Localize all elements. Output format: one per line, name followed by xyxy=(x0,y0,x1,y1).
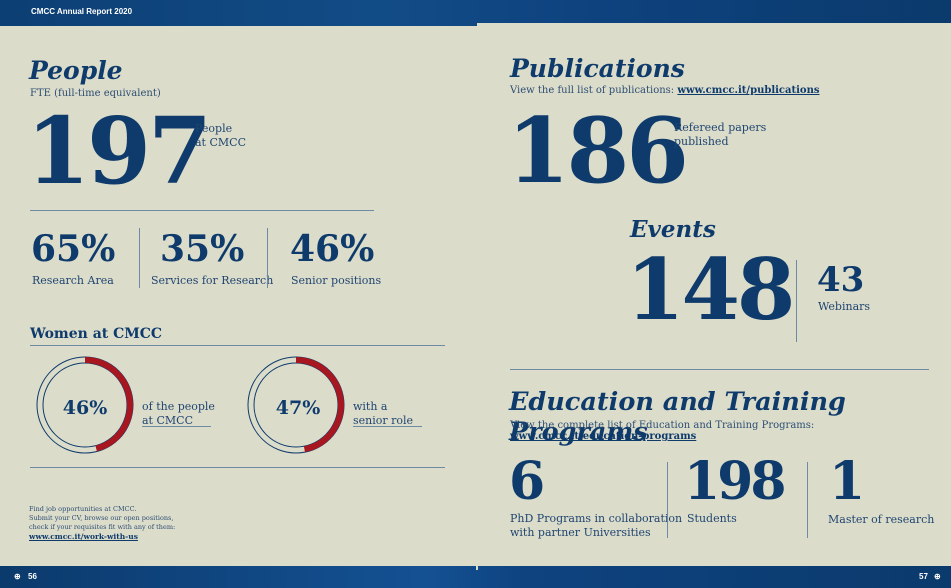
jobs-line2: Submit your CV, browse our open position… xyxy=(29,514,174,522)
students-label: Students xyxy=(687,512,737,525)
events-title: Events xyxy=(630,216,716,243)
footer-divider xyxy=(476,566,478,570)
people-count-label-line2: at CMCC xyxy=(195,136,246,149)
jobs-note: Find job opportunities at CMCC. Submit y… xyxy=(29,505,175,542)
webinars-count: 43 xyxy=(817,260,865,300)
stat-research-value: 65% xyxy=(31,228,116,270)
people-count-label: People at CMCC xyxy=(195,122,246,150)
master-count: 1 xyxy=(829,451,865,512)
donut-people-label: of the people at CMCC xyxy=(142,400,215,428)
stat-separator xyxy=(267,228,268,288)
page-number-right: 57 xyxy=(919,572,928,581)
donut-people-label-line1: of the people xyxy=(142,400,215,413)
donut-senior-label-line2: senior role xyxy=(353,414,414,427)
women-bottom-divider xyxy=(30,467,445,468)
donut-arc xyxy=(295,357,344,453)
students-count: 198 xyxy=(684,451,787,512)
footer-bullet-icon: ⊕ xyxy=(934,572,941,581)
donut-inner-ring xyxy=(42,362,128,448)
donut-people-value: 46% xyxy=(62,397,108,419)
footer-bullet-icon: ⊕ xyxy=(14,572,21,581)
stat-senior-label: Senior positions xyxy=(291,274,382,287)
women-title: Women at CMCC xyxy=(30,326,163,342)
publications-subtitle: View the full list of publications: xyxy=(510,85,675,96)
webinars-label: Webinars xyxy=(818,300,871,313)
publications-count: 186 xyxy=(507,98,689,204)
publications-label-line2: published xyxy=(674,135,729,148)
stat-services-value: 35% xyxy=(160,228,245,270)
phd-label: PhD Programs in collaboration with partn… xyxy=(510,512,682,540)
women-divider xyxy=(30,345,445,346)
master-label: Master of research xyxy=(828,513,935,526)
education-separator xyxy=(667,462,668,538)
donut-chart-senior xyxy=(247,356,345,454)
publications-subtitle-row: View the full list of publications: www.… xyxy=(510,85,819,96)
events-separator xyxy=(796,260,797,342)
page-number-left: 56 xyxy=(28,572,37,581)
education-link[interactable]: www.cmcc.it/education-programs xyxy=(510,431,697,442)
people-subtitle: FTE (full-time equivalent) xyxy=(30,88,161,99)
phd-label-line1: PhD Programs in collaboration xyxy=(510,512,683,525)
education-title: Education and Training Programs xyxy=(509,387,846,447)
donut-senior-label: with a senior role xyxy=(353,400,413,428)
donut-senior-label-line1: with a xyxy=(353,400,388,413)
donut-label-underline xyxy=(142,426,211,427)
stat-separator xyxy=(139,228,140,288)
phd-count: 6 xyxy=(509,451,545,512)
people-count: 197 xyxy=(26,97,212,205)
people-title: People xyxy=(29,56,123,85)
donut-label-underline xyxy=(353,426,422,427)
bottom-footer-bar: ⊕ 56 57 ⊕ xyxy=(0,566,951,588)
jobs-line1: Find job opportunities at CMCC. xyxy=(29,505,137,513)
education-subtitle-block: View the complete list of Education and … xyxy=(510,420,814,442)
donut-arc xyxy=(84,357,134,452)
top-header-bar: CMCC Annual Report 2020 xyxy=(0,0,951,27)
donut-people-label-line2: at CMCC xyxy=(142,414,193,427)
education-separator xyxy=(807,462,808,538)
header-divider xyxy=(477,23,951,27)
donut-senior-value: 47% xyxy=(275,397,321,419)
publications-label-line1: Refereed papers xyxy=(674,121,767,134)
donut-chart-people xyxy=(36,356,134,454)
events-divider xyxy=(510,369,929,370)
stat-senior-value: 46% xyxy=(290,228,375,270)
publications-link[interactable]: www.cmcc.it/publications xyxy=(677,85,820,96)
publications-count-label: Refereed papers published xyxy=(674,121,766,149)
report-title: CMCC Annual Report 2020 xyxy=(31,7,133,16)
stat-research-label: Research Area xyxy=(32,274,114,287)
people-divider xyxy=(30,210,374,211)
stat-services-label: Services for Research xyxy=(151,274,274,287)
jobs-link[interactable]: www.cmcc.it/work-with-us xyxy=(29,532,138,541)
jobs-line3: check if your requisites fit with any of… xyxy=(29,523,176,531)
events-count: 148 xyxy=(626,240,795,339)
phd-label-line2: with partner Universities xyxy=(510,526,651,539)
publications-title: Publications xyxy=(510,54,685,83)
education-subtitle: View the complete list of Education and … xyxy=(510,420,815,431)
people-count-label-line1: People xyxy=(195,122,233,135)
